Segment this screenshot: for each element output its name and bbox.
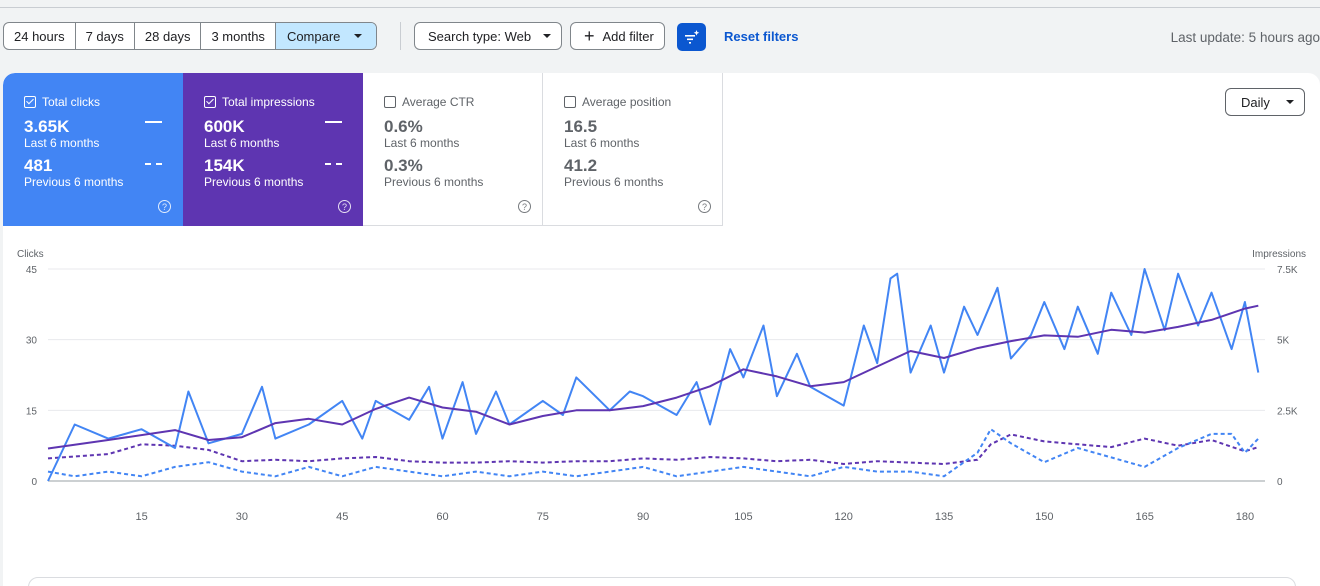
y-tick-right: 2.5K [1277, 406, 1298, 417]
dashed-line-legend-icon [145, 163, 162, 165]
caret-down-icon [543, 34, 552, 38]
search-type-dropdown[interactable]: Search type: Web [414, 22, 563, 50]
metric-previous-value: 41.2 [564, 156, 598, 175]
granularity-label: Daily [1241, 94, 1270, 110]
caret-down-icon [1285, 100, 1294, 104]
date-range-selector: 24 hours 7 days 28 days 3 months Compare [3, 22, 378, 50]
dashed-line-legend-icon [325, 163, 342, 165]
x-tick: 135 [935, 511, 953, 523]
y-tick-left: 0 [31, 477, 37, 488]
y-tick-right: 7.5K [1277, 265, 1298, 276]
metric-current-period: Last 6 months [24, 136, 100, 150]
range-7-days[interactable]: 7 days [76, 23, 135, 49]
y-axis-label-right: Impressions [1252, 249, 1306, 260]
metric-card-ctr[interactable]: Average CTR 0.6% Last 6 months 0.3% Prev… [363, 73, 543, 226]
metric-current-value: 16.5 [564, 117, 598, 136]
compare-dropdown[interactable]: Compare [275, 23, 377, 49]
help-circle-icon[interactable]: ? [338, 200, 351, 213]
x-tick: 120 [835, 511, 853, 523]
solid-line-legend-icon [145, 121, 162, 123]
series-line-clicks_current [47, 268, 1260, 482]
range-24-hours[interactable]: 24 hours [4, 23, 76, 49]
metric-current-value: 600K [204, 117, 245, 136]
y-tick-left: 30 [26, 336, 38, 347]
x-tick: 180 [1236, 511, 1254, 523]
x-tick: 165 [1135, 511, 1153, 523]
y-tick-right: 0 [1277, 477, 1283, 488]
toolbar-divider [400, 22, 401, 50]
bottom-card [28, 577, 1296, 586]
metric-previous-value: 154K [204, 156, 245, 175]
x-tick: 15 [135, 511, 147, 523]
metric-current-value: 0.6% [384, 117, 423, 136]
metric-card-impressions[interactable]: Total impressions 600K Last 6 months 154… [183, 73, 363, 226]
metric-label: Average CTR [402, 95, 475, 109]
metric-card-clicks[interactable]: Total clicks 3.65K Last 6 months 481 Pre… [3, 73, 183, 226]
help-circle-icon[interactable]: ? [698, 200, 711, 213]
checkbox-icon[interactable] [204, 96, 216, 108]
metric-previous-period: Previous 6 months [24, 175, 124, 189]
x-tick: 45 [336, 511, 348, 523]
performance-panel: Total clicks 3.65K Last 6 months 481 Pre… [3, 73, 1320, 586]
x-tick: 105 [734, 511, 752, 523]
y-axis-label-left: Clicks [17, 249, 44, 260]
x-tick: 75 [537, 511, 549, 523]
granularity-dropdown[interactable]: Daily [1225, 88, 1305, 116]
filter-sparkle-icon [684, 30, 699, 44]
x-tick: 30 [236, 511, 248, 523]
solid-line-legend-icon [325, 121, 342, 123]
metric-current-period: Last 6 months [564, 136, 640, 150]
series-line-clicks_previous [47, 428, 1260, 478]
metric-card-position[interactable]: Average position 16.5 Last 6 months 41.2… [543, 73, 723, 226]
plus-icon: + [584, 26, 595, 46]
x-tick: 150 [1035, 511, 1053, 523]
series-line-impressions_previous [47, 433, 1259, 465]
range-28-days[interactable]: 28 days [135, 23, 202, 49]
top-divider [0, 0, 1320, 8]
metric-previous-value: 0.3% [384, 156, 423, 175]
x-tick: 60 [436, 511, 448, 523]
metric-current-value: 3.65K [24, 117, 70, 136]
checkbox-icon[interactable] [564, 96, 576, 108]
caret-down-icon [354, 34, 363, 38]
compare-label: Compare [286, 28, 341, 44]
range-3-months[interactable]: 3 months [201, 23, 276, 49]
metric-current-period: Last 6 months [384, 136, 460, 150]
metric-previous-period: Previous 6 months [384, 175, 484, 189]
filter-sparkle-button[interactable] [677, 23, 706, 51]
help-circle-icon[interactable]: ? [518, 200, 531, 213]
y-tick-left: 15 [26, 406, 38, 417]
add-filter-button[interactable]: + Add filter [570, 22, 665, 50]
y-tick-right: 5K [1277, 336, 1290, 347]
x-tick: 90 [637, 511, 649, 523]
checkbox-icon[interactable] [384, 96, 396, 108]
help-circle-icon[interactable]: ? [158, 200, 171, 213]
metric-label: Total impressions [222, 95, 315, 109]
y-tick-left: 45 [26, 265, 38, 276]
metric-previous-period: Previous 6 months [204, 175, 304, 189]
last-update-text: Last update: 5 hours ago [1170, 30, 1320, 45]
metric-label: Total clicks [42, 95, 101, 109]
series-line-impressions_current [47, 304, 1259, 450]
performance-chart[interactable]: 0 0 15 2.5K 30 5K 45 7.5K Clicks Impressions 15 30 4… [3, 245, 1320, 535]
checkbox-icon[interactable] [24, 96, 36, 108]
metric-previous-period: Previous 6 months [564, 175, 664, 189]
metric-current-period: Last 6 months [204, 136, 280, 150]
filter-toolbar: 24 hours 7 days 28 days 3 months Compare… [0, 22, 1320, 52]
metric-previous-value: 481 [24, 156, 53, 175]
reset-filters-link[interactable]: Reset filters [724, 29, 799, 44]
add-filter-label: Add filter [602, 28, 654, 44]
metric-label: Average position [582, 95, 672, 109]
search-type-label: Search type: Web [428, 28, 532, 44]
